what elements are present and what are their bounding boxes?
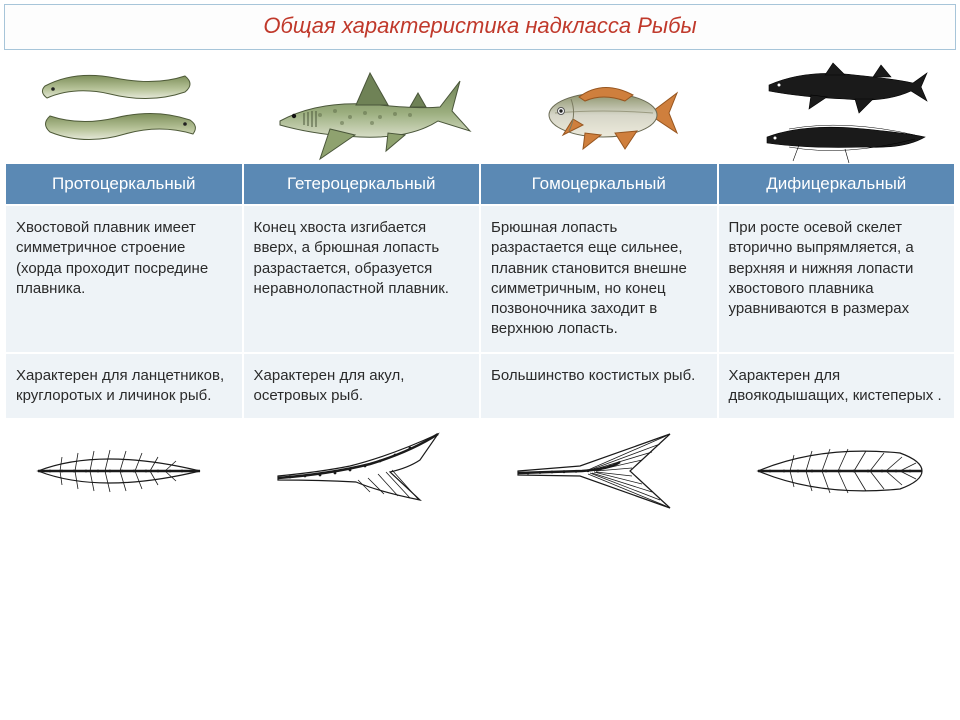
page-title: Общая характеристика надкласса Рыбы — [9, 11, 951, 43]
fin-diagram-protocercal — [0, 424, 240, 518]
col-header-homocercal: Гомоцеркальный — [480, 163, 718, 205]
fin-diagram-homocercal — [480, 424, 720, 518]
cell-note-homocercal: Большинство костистых рыб. — [480, 353, 718, 420]
fish-protocercal — [0, 56, 240, 162]
fin-diagram-row — [0, 420, 960, 518]
cell-note-heterocercal: Характерен для акул, осетровых рыб. — [243, 353, 481, 420]
bony-fish-illustration — [525, 69, 675, 149]
fish-homocercal — [480, 56, 720, 162]
fin-diagram-diphycercal — [720, 424, 960, 518]
fish-illustration-row — [0, 50, 960, 162]
cell-note-protocercal: Характерен для ланцетников, круглоротых … — [5, 353, 243, 420]
table-row-occurrence: Характерен для ланцетников, круглоротых … — [5, 353, 955, 420]
eel-illustration — [35, 64, 205, 154]
fish-diphycercal — [720, 56, 960, 162]
col-header-heterocercal: Гетероцеркальный — [243, 163, 481, 205]
table-header-row: Протоцеркальный Гетероцеркальный Гомоцер… — [5, 163, 955, 205]
table-row-description: Хвостовой плавник имеет симметричное стр… — [5, 205, 955, 353]
col-header-diphycercal: Дифицеркальный — [718, 163, 956, 205]
cell-desc-protocercal: Хвостовой плавник имеет симметричное стр… — [5, 205, 243, 353]
cell-note-diphycercal: Характерен для двоякодышащих, кистеперых… — [718, 353, 956, 420]
cell-desc-diphycercal: При росте осевой скелет вторично выпрямл… — [718, 205, 956, 353]
lobefin-illustration — [755, 59, 925, 159]
title-container: Общая характеристика надкласса Рыбы — [4, 4, 956, 50]
cell-desc-heterocercal: Конец хвоста изгибается вверх, а брюшная… — [243, 205, 481, 353]
shark-illustration — [260, 59, 460, 159]
fish-heterocercal — [240, 56, 480, 162]
fin-types-table: Протоцеркальный Гетероцеркальный Гомоцер… — [4, 162, 956, 420]
cell-desc-homocercal: Брюшная лопасть разрастается еще сильнее… — [480, 205, 718, 353]
col-header-protocercal: Протоцеркальный — [5, 163, 243, 205]
fin-diagram-heterocercal — [240, 424, 480, 518]
